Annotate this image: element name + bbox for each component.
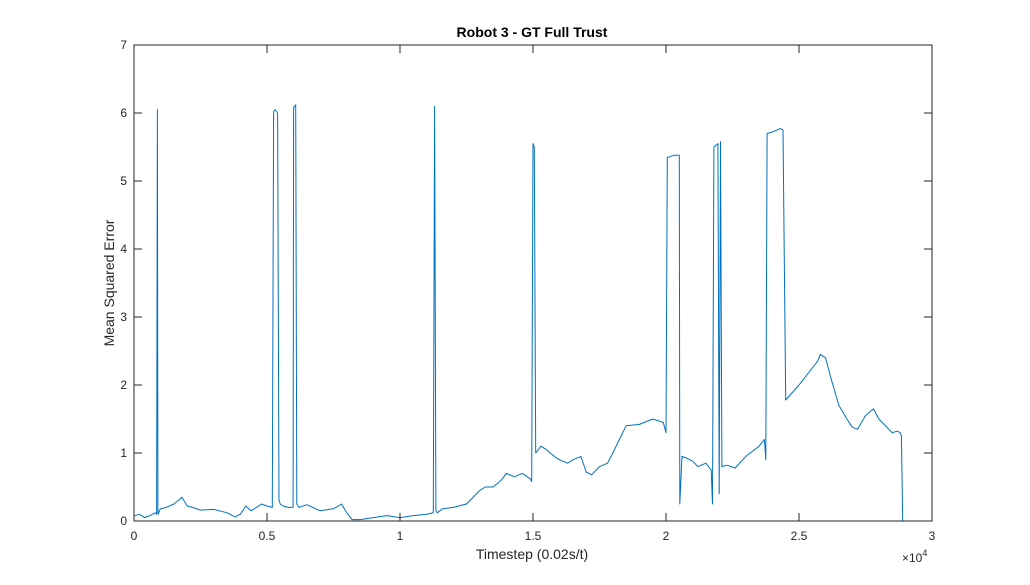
y-tick-label: 1 xyxy=(120,446,127,460)
plot-area xyxy=(133,104,904,522)
series-line-1 xyxy=(133,104,904,522)
y-tick-label: 7 xyxy=(120,38,127,52)
y-tick-label: 3 xyxy=(120,310,127,324)
y-tick-label: 2 xyxy=(120,378,127,392)
axes: 0 0.5 1 1.5 2 2.5 3 0 1 2 3 4 5 6 7 xyxy=(120,38,935,543)
x-tick-label: 0 xyxy=(131,529,138,543)
x-exponent-base: ×10 xyxy=(902,551,923,565)
y-tick-label: 5 xyxy=(120,174,127,188)
x-tick-label: 2.5 xyxy=(791,529,808,543)
x-tick-label: 3 xyxy=(929,529,936,543)
x-axis-label: Timestep (0.02s/t) xyxy=(476,546,588,562)
y-axis-label: Mean Squared Error xyxy=(101,219,117,346)
y-tick-label: 6 xyxy=(120,106,127,120)
x-tick-label: 1 xyxy=(397,529,404,543)
x-tick-label: 1.5 xyxy=(525,529,542,543)
x-exponent-power: 4 xyxy=(922,548,927,558)
x-exponent-label: ×104 xyxy=(902,548,927,565)
x-tick-label: 0.5 xyxy=(259,529,276,543)
y-tick-label: 0 xyxy=(120,514,127,528)
chart-title: Robot 3 - GT Full Trust xyxy=(457,24,608,40)
y-tick-label: 4 xyxy=(120,242,127,256)
x-tick-label: 2 xyxy=(663,529,670,543)
